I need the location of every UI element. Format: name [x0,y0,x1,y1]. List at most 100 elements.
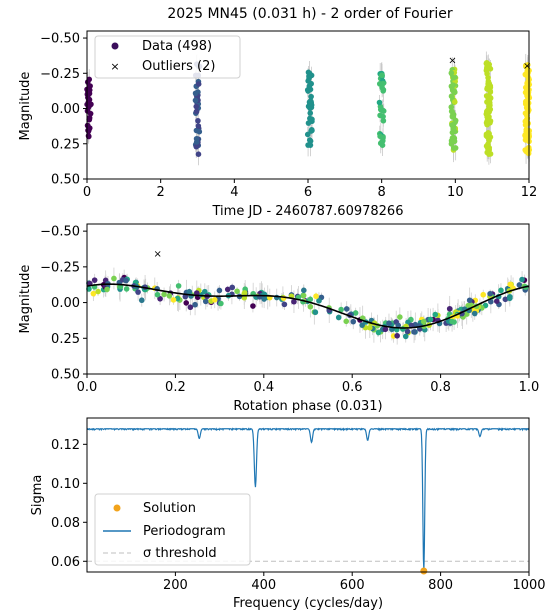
phase-point [216,287,223,294]
data-point [304,131,311,138]
phase-point [229,284,236,291]
phase-point [395,322,401,329]
data-point [450,126,456,132]
phase-point [193,290,200,296]
phase-point [493,298,500,304]
phase-point [211,297,218,303]
phase-point [307,303,314,310]
x-tick-label: 0.4 [253,380,274,395]
phase-point [104,286,110,293]
x-tick-label: 6 [304,185,312,200]
phase-point [366,324,373,331]
legend-outlier-marker: × [110,60,119,73]
phase-point [350,318,357,325]
legend-threshold-label: σ threshold [143,546,217,561]
legend-periodogram-label: Periodogram [143,524,226,539]
phase-point [91,277,98,283]
data-point [193,108,200,115]
x-tick-label: 400 [251,578,276,593]
x-tick-label: 10 [447,185,464,200]
phase-errorbars [88,267,527,345]
phase-point [166,293,173,299]
phase-point [335,314,342,321]
time-series-xlabel: Time JD - 2460787.60978266 [212,204,404,219]
phase-point [375,329,382,336]
data-point [449,87,456,94]
y-tick-label: 0.50 [51,368,80,383]
phase-point [300,292,307,299]
phase-ticks: 0.0 0.2 0.4 0.6 0.8 1.0 −0.50 −0.25 0.00 0.25 0.50 [40,225,539,395]
data-point [306,101,313,107]
x-tick-label: 600 [340,578,365,593]
phase-point [382,326,389,333]
phase-point [427,316,434,323]
legend-solution-label: Solution [143,501,196,516]
phase-point [241,290,248,296]
phase-point [161,291,167,298]
data-point [450,82,457,88]
phase-point [432,311,439,318]
legend-data-marker [111,42,119,50]
phase-point [343,318,350,325]
phase-point [400,326,406,332]
data-point [192,97,199,104]
solution-marker [420,567,428,575]
periodogram-panel: 200 400 600 800 1000 0.06 0.08 0.10 0.12 Sigma F… [30,417,546,611]
legend-outlier-label: Outliers (2) [142,59,215,74]
phase-point [234,288,240,295]
time-series-panel: 2025 MN45 (0.031 h) - 2 order of Fourier… [18,6,537,219]
data-point [486,151,492,157]
data-point [378,106,384,113]
phase-point [301,287,307,294]
legend-data-label: Data (498) [142,39,212,54]
phase-point [449,318,455,325]
phase-point [86,286,92,292]
y-tick-label: −0.25 [40,260,80,275]
data-point [525,90,531,97]
data-point [522,63,529,70]
phase-point [420,318,427,325]
data-point [450,74,457,81]
data-point [86,96,93,103]
data-point [483,110,490,116]
phase-point [313,293,319,300]
phase-point [516,282,523,288]
chart-title: 2025 MN45 (0.031 h) - 2 order of Fourier [167,6,453,22]
phase-point [466,297,473,304]
x-tick-label: 8 [378,185,386,200]
data-point [485,78,492,85]
data-point [305,120,312,126]
data-point [85,127,91,134]
data-point [306,137,313,143]
periodogram-ylabel: Sigma [30,475,45,516]
phase-outlier: × [154,249,162,260]
data-point [307,142,314,148]
periodogram-legend: Solution Periodogram σ threshold [94,493,251,566]
y-tick-label: 0.00 [51,102,80,117]
phase-point [394,332,400,339]
y-tick-label: 0.12 [51,438,80,453]
data-point [483,93,490,99]
data-point [192,90,199,97]
phase-point [411,329,417,335]
phase-point [202,298,209,305]
phase-point [316,298,322,304]
data-point [308,80,314,87]
data-point [307,110,314,116]
y-tick-label: 0.25 [51,332,80,347]
data-point [195,151,202,158]
phase-point [111,275,117,282]
y-tick-label: 0.25 [51,137,80,152]
data-point [525,104,531,111]
phase-point [170,297,177,303]
x-tick-label: 800 [428,578,453,593]
phase-point [307,296,314,303]
phase-point [519,276,525,283]
data-point [522,137,529,143]
data-point [448,93,455,99]
phase-point [123,286,130,292]
phase-point [507,295,513,302]
outlier-point: × [523,61,531,72]
phase-point [488,298,494,305]
